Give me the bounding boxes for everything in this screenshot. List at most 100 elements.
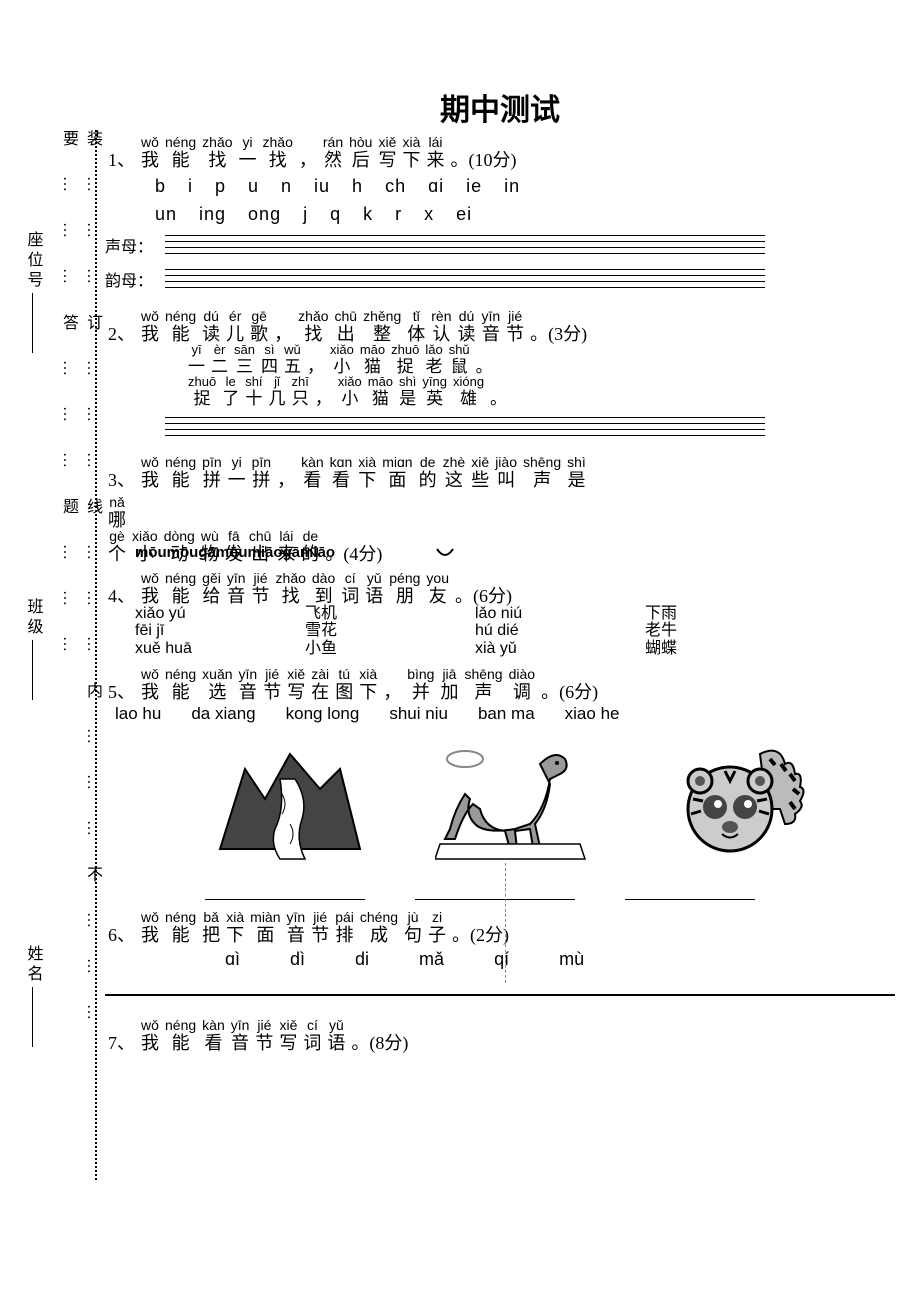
question-number: 2、 — [108, 309, 135, 343]
side-line — [32, 640, 33, 700]
curve-icon — [435, 547, 455, 566]
q6-option: qí — [494, 950, 509, 970]
ruby-char: zi子 — [428, 910, 446, 944]
ruby-char: rán然 — [323, 135, 343, 169]
ruby-char: 。(3分) — [530, 309, 587, 343]
label-shengmu: 声母： — [105, 235, 165, 257]
ruby-char: yīn音 — [481, 309, 500, 343]
q5-option: shui niu — [389, 705, 448, 724]
q4-item: xuě huā — [135, 640, 305, 658]
ruby-char: néng能 — [165, 455, 196, 489]
ruby-char: pīn拼 — [252, 455, 271, 489]
ruby-char: èr二 — [211, 343, 228, 375]
q5-stem: 5、wǒ我néng能xuǎn选yīn音jié节xiě写zài在tú图xià下 ，… — [105, 667, 895, 701]
ruby-char: māo猫 — [368, 375, 393, 407]
q6-option: di — [355, 950, 369, 970]
question-1: 1、wǒ我néng能zhǎo找yi一zhǎo找 ，rán然hòu后xiě写xià… — [105, 135, 895, 293]
ruby-char: néng能 — [165, 135, 196, 169]
ruby-char: jǐ几 — [269, 375, 286, 407]
ruby-char: miàn面 — [250, 910, 280, 944]
q6-stem: 6、wǒ我néng能bǎ把xià下miàn面yīn音jié节pái排chéng成… — [105, 910, 895, 944]
q4-item: hú dié — [475, 622, 645, 640]
answer-blank — [415, 884, 575, 900]
ruby-char: dào到 — [312, 571, 335, 605]
q4-item: 小鱼 — [305, 640, 475, 658]
question-4: 4、wǒ我néng能gěi给yīn音jié节zhǎo找dào到cí词yǔ语pén… — [105, 571, 895, 658]
ruby-char: lái来 — [426, 135, 444, 169]
ruby-char: yīn音 — [239, 667, 258, 701]
ruby-char: rèn认 — [431, 309, 451, 343]
ruby-char: xiǎo小 — [330, 343, 354, 375]
ruby-char: jié节 — [263, 667, 281, 701]
question-number: 6、 — [108, 910, 135, 944]
writing-lines — [165, 269, 765, 293]
ruby-char: shì是 — [399, 375, 416, 407]
ruby-char: sān三 — [234, 343, 255, 375]
question-7: 7、wǒ我néng能kàn看yīn音jié节xiě写cí词yǔ语 。(8分) — [105, 1018, 895, 1052]
ruby-char: 。 — [490, 375, 507, 407]
ruby-char: yīn音 — [227, 571, 246, 605]
ruby-char: zhǎo找 — [202, 135, 232, 169]
ruby-char: jié节 — [506, 309, 524, 343]
ruby-char: shēng声 — [523, 455, 561, 489]
question-number: 5、 — [108, 667, 135, 701]
content: 期中测试 1、wǒ我néng能zhǎo找yi一zhǎo找 ，rán然hòu后xi… — [105, 85, 895, 1058]
q4-column: xiǎo yúfēi jīxuě huā — [135, 605, 305, 658]
question-number: 3、 — [108, 455, 135, 489]
q4-item: lǎo niú — [475, 605, 645, 623]
ruby-char: māo猫 — [360, 343, 385, 375]
q3-stem-l2: nǎ哪 — [105, 495, 895, 529]
question-3: 3、wǒ我néng能pīn拼yi一pīn拼 ，kàn看kɑn看xià下miɑn面… — [105, 455, 895, 565]
q6-options: ɑìdìdimǎqímù — [225, 950, 895, 970]
ruby-char: chū出 — [335, 309, 358, 343]
ruby-char: shí十 — [245, 375, 262, 407]
question-number: 4、 — [108, 571, 135, 605]
q4-column: 飞机雪花小鱼 — [305, 605, 475, 658]
q5-option: da xiang — [191, 705, 255, 724]
overlap-text: mōumōugāmōumiāogāmiāo — [135, 545, 335, 562]
ruby-char: jié节 — [311, 910, 329, 944]
ruby-char: zhī只 — [292, 375, 309, 407]
ruby-char: zhuō捉 — [391, 343, 419, 375]
q2-stem: 2、wǒ我néng能dú读ér儿gē歌 ，zhǎo找chū出zhěng整tǐ体r… — [105, 309, 895, 343]
ruby-char: kàn看 — [301, 455, 324, 489]
q4-item: xià yǔ — [475, 640, 645, 658]
ruby-char: wǒ我 — [141, 910, 159, 944]
ruby-char: diào调 — [509, 667, 535, 701]
q4-column: 下雨老牛蝴蝶 — [645, 605, 815, 658]
ruby-char: néng能 — [165, 667, 196, 701]
ruby-char: chéng成 — [360, 910, 398, 944]
q4-item: fēi jī — [135, 622, 305, 640]
ruby-char: zhuō捉 — [188, 375, 216, 407]
ruby-char: lǎo老 — [425, 343, 442, 375]
ruby-char: wǒ我 — [141, 667, 159, 701]
ruby-char: jié节 — [252, 571, 270, 605]
ruby-char: shēng声 — [464, 667, 502, 701]
q5-images — [205, 734, 895, 874]
q3-stem-l1: 3、wǒ我néng能pīn拼yi一pīn拼 ，kàn看kɑn看xià下miɑn面… — [105, 455, 895, 489]
ruby-char: 。(10分) — [450, 135, 516, 169]
ruby-char: 。(6分) — [455, 571, 512, 605]
ruby-char: dú读 — [457, 309, 475, 343]
ruby-char: sì四 — [261, 343, 278, 375]
ruby-char: xià下 — [358, 455, 376, 489]
ruby-char: yi一 — [228, 455, 246, 489]
ruby-char: jiào叫 — [495, 455, 517, 489]
ruby-char: jù句 — [404, 910, 422, 944]
ruby-char: wǒ我 — [141, 571, 159, 605]
q6-option: ɑì — [225, 950, 240, 970]
ruby-char: pái排 — [335, 910, 354, 944]
q4-item: 蝴蝶 — [645, 640, 815, 658]
ruby-char: yī一 — [188, 343, 205, 375]
ruby-char: 。(2分) — [452, 910, 509, 944]
q5-option: lao hu — [115, 705, 161, 724]
ruby-char: ， — [277, 455, 295, 489]
q4-item: 雪花 — [305, 622, 475, 640]
ruby-char: néng能 — [165, 1018, 196, 1052]
ruby-char: xuǎn选 — [202, 667, 232, 701]
ruby-char: zhǎo找 — [276, 571, 306, 605]
ruby-char: ， — [307, 343, 324, 375]
q6-option: dì — [290, 950, 305, 970]
ruby-char: nǎ哪 — [108, 495, 126, 529]
side-label-class: 班级 — [21, 598, 45, 638]
